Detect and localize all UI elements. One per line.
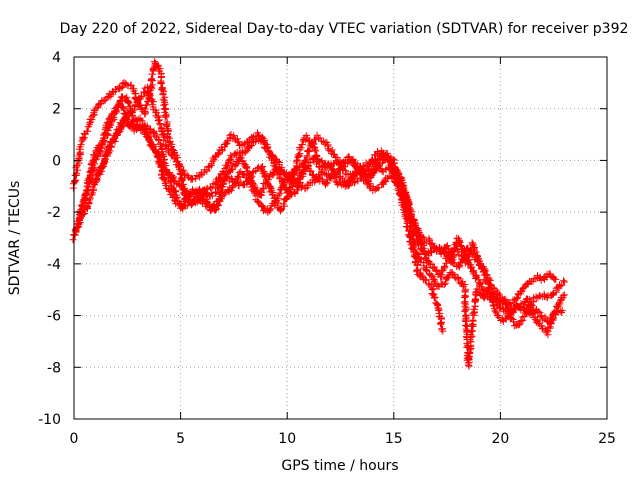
series-4-markers <box>70 115 568 370</box>
y-tick-label: -10 <box>38 412 61 428</box>
y-tick-label: -8 <box>47 360 61 376</box>
chart-title: Day 220 of 2022, Sidereal Day-to-day VTE… <box>60 21 629 37</box>
x-tick-label: 25 <box>598 431 616 447</box>
x-tick-labels: 0 5 10 15 20 25 <box>70 431 616 447</box>
y-tick-label: 4 <box>52 50 61 66</box>
series-5-markers <box>91 83 568 330</box>
series-4 <box>70 115 568 370</box>
x-tick-label: 10 <box>278 431 296 447</box>
plot-frame <box>73 56 608 420</box>
y-tick-label: 2 <box>52 102 61 118</box>
series-3 <box>74 98 566 326</box>
x-tick-label: 15 <box>385 431 403 447</box>
series-3-markers <box>74 98 566 326</box>
y-axis-label: SDTVAR / TECUs <box>7 181 23 296</box>
y-tick-label: -6 <box>47 309 61 325</box>
data-points <box>69 58 568 370</box>
x-axis-label: GPS time / hours <box>281 458 398 474</box>
y-tick-label: -4 <box>47 257 61 273</box>
x-tick-label: 5 <box>176 431 185 447</box>
y-tick-label: 0 <box>52 153 61 169</box>
series-5 <box>91 83 568 330</box>
x-tick-label: 0 <box>70 431 79 447</box>
y-tick-label: -2 <box>47 205 61 221</box>
x-tick-label: 20 <box>491 431 509 447</box>
y-tick-labels: -10 -8 -6 -4 -2 0 2 4 <box>38 50 61 428</box>
